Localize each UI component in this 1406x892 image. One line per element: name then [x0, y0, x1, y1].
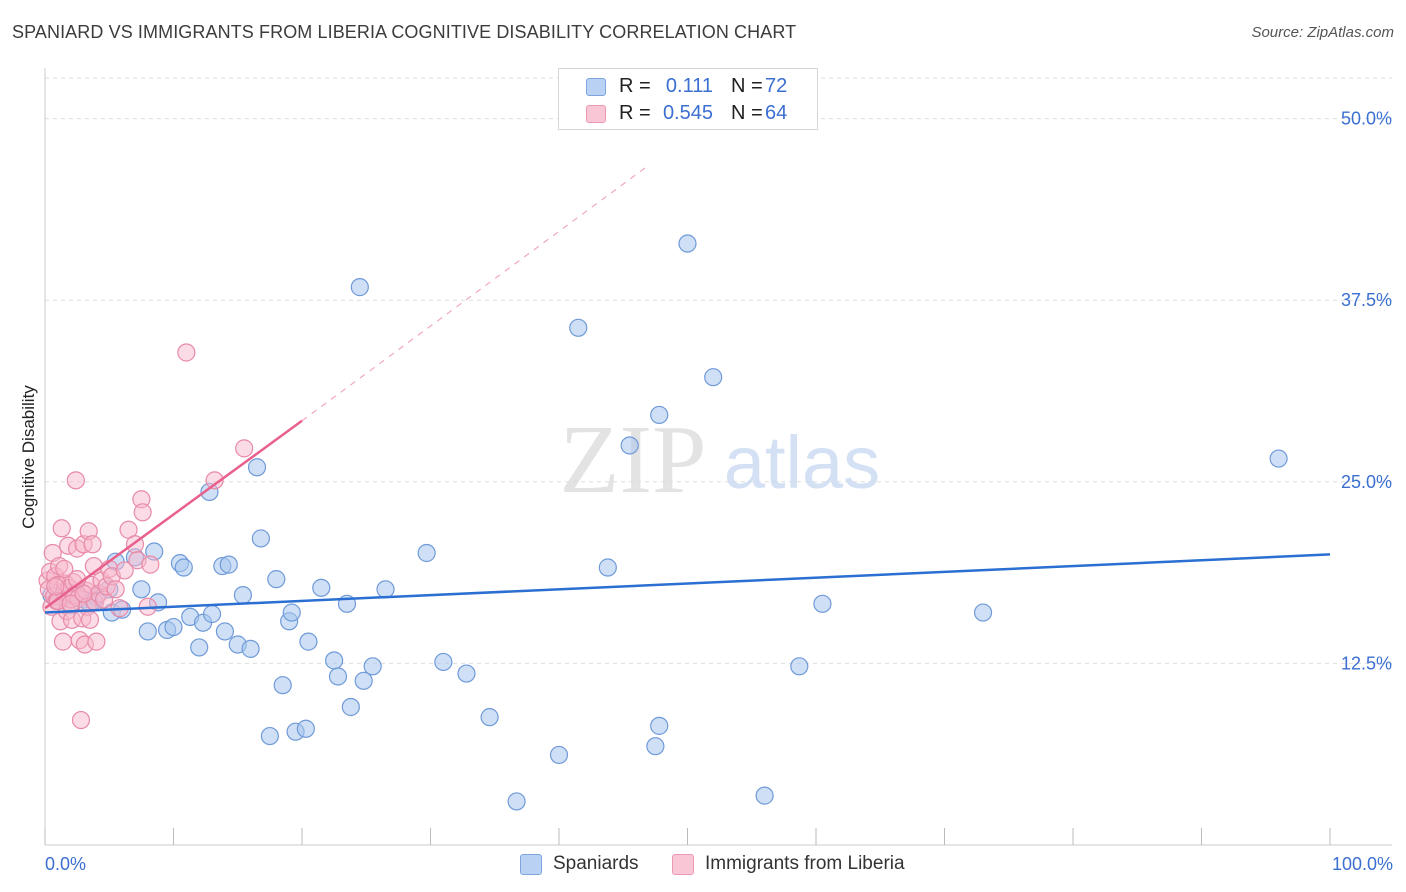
trend-line-liberia [44, 419, 303, 610]
tick-labels: 12.5% 25.0% 37.5% 50.0% 0.0% 100.0% [45, 109, 1393, 874]
data-point-spaniards [363, 657, 382, 676]
data-point-spaniards [790, 657, 809, 676]
data-point-spaniards [434, 652, 453, 672]
data-point-liberia [106, 580, 125, 599]
legend-n-value: 64 [765, 102, 788, 124]
data-point-liberia [53, 632, 73, 651]
liberia-points [38, 343, 254, 730]
correlation-legend: R = 0.111 N = 72 R = 0.545 N = 64 [558, 68, 818, 130]
data-point-spaniards [704, 368, 723, 387]
data-point-spaniards [1269, 449, 1288, 468]
data-point-spaniards [549, 745, 569, 765]
data-point-liberia [115, 561, 134, 580]
trend-lines [44, 164, 1331, 614]
legend-swatch-pink [672, 854, 694, 875]
data-point-spaniards [973, 603, 993, 622]
data-point-liberia [55, 559, 74, 579]
data-point-spaniards [132, 580, 151, 599]
y-tick-label: 37.5% [1341, 290, 1392, 310]
data-point-spaniards [273, 676, 292, 695]
data-point-spaniards [202, 604, 222, 624]
data-point-spaniards [620, 436, 639, 455]
legend-row-liberia: R = 0.545 N = 64 [559, 101, 817, 127]
data-point-spaniards [457, 664, 476, 683]
data-point-spaniards [215, 622, 234, 641]
data-point-spaniards [598, 558, 617, 577]
data-point-spaniards [650, 405, 669, 425]
data-point-spaniards [328, 667, 348, 686]
data-point-spaniards [678, 234, 697, 253]
legend-r-label: R = [619, 75, 651, 97]
data-point-spaniards [233, 586, 252, 605]
legend-swatch-blue [586, 78, 606, 96]
data-point-liberia [205, 471, 224, 490]
data-point-liberia [133, 503, 152, 522]
trend-line-spaniards [44, 553, 1331, 614]
watermark-zip: ZIP [560, 406, 707, 514]
legend-r-value: 0.111 [665, 75, 713, 97]
data-point-spaniards [341, 697, 360, 717]
data-point-spaniards [569, 318, 588, 337]
spaniards-points [42, 234, 1288, 811]
data-point-liberia [87, 632, 106, 651]
data-point-liberia [141, 555, 160, 574]
data-point-spaniards [650, 716, 669, 735]
legend-swatch-pink [586, 105, 606, 123]
y-tick-label: 12.5% [1341, 653, 1392, 673]
data-point-spaniards [251, 529, 270, 548]
legend-row-spaniards: R = 0.111 N = 72 [559, 74, 817, 100]
series-legend: Spaniards Immigrants from Liberia [0, 850, 1406, 880]
data-point-spaniards [190, 638, 209, 657]
watermark: ZIP atlas [560, 406, 881, 514]
data-point-spaniards [247, 458, 267, 477]
data-point-liberia [235, 439, 254, 458]
data-point-spaniards [174, 558, 193, 577]
data-point-spaniards [260, 726, 279, 746]
legend-label-spaniards: Spaniards [553, 853, 639, 874]
data-point-liberia [177, 343, 196, 362]
data-point-spaniards [354, 671, 373, 690]
legend-swatch-blue [520, 854, 542, 875]
axes [44, 68, 1392, 846]
data-point-spaniards [164, 617, 183, 637]
legend-r-value: 0.545 [662, 102, 713, 124]
data-point-spaniards [241, 639, 260, 658]
data-point-spaniards [646, 737, 665, 756]
data-point-spaniards [325, 651, 344, 670]
watermark-atlas: atlas [724, 421, 880, 504]
legend-r-label: R = [619, 102, 651, 124]
data-point-liberia [80, 610, 100, 629]
data-point-spaniards [312, 578, 331, 597]
x-tick-label: 100.0% [1332, 854, 1393, 874]
y-tick-label: 25.0% [1341, 472, 1392, 492]
data-point-spaniards [507, 792, 526, 811]
data-point-liberia [71, 710, 91, 730]
data-point-spaniards [219, 555, 238, 574]
data-point-spaniards [480, 708, 499, 727]
data-point-liberia [52, 519, 71, 538]
legend-n-label: N = [731, 75, 763, 97]
data-point-spaniards [299, 632, 318, 651]
data-point-spaniards [138, 622, 157, 641]
y-tick-label: 50.0% [1341, 109, 1392, 129]
data-point-spaniards [350, 278, 369, 297]
data-point-liberia [83, 535, 102, 554]
data-point-liberia [66, 471, 85, 490]
chart-source: Source: ZipAtlas.com [1251, 24, 1394, 41]
chart-title: SPANIARD VS IMMIGRANTS FROM LIBERIA COGN… [12, 22, 797, 42]
data-point-spaniards [813, 594, 832, 613]
data-point-spaniards [282, 603, 301, 622]
data-point-liberia [46, 577, 65, 596]
legend-n-value: 72 [765, 75, 788, 97]
data-point-spaniards [296, 719, 315, 738]
legend-n-label: N = [731, 102, 763, 124]
x-tick-label: 0.0% [45, 854, 86, 874]
legend-label-liberia: Immigrants from Liberia [705, 853, 905, 874]
data-point-spaniards [417, 543, 436, 563]
data-point-spaniards [755, 786, 774, 805]
y-axis-label: Cognitive Disability [19, 385, 38, 529]
data-point-spaniards [267, 570, 286, 589]
data-point-spaniards [376, 580, 395, 599]
